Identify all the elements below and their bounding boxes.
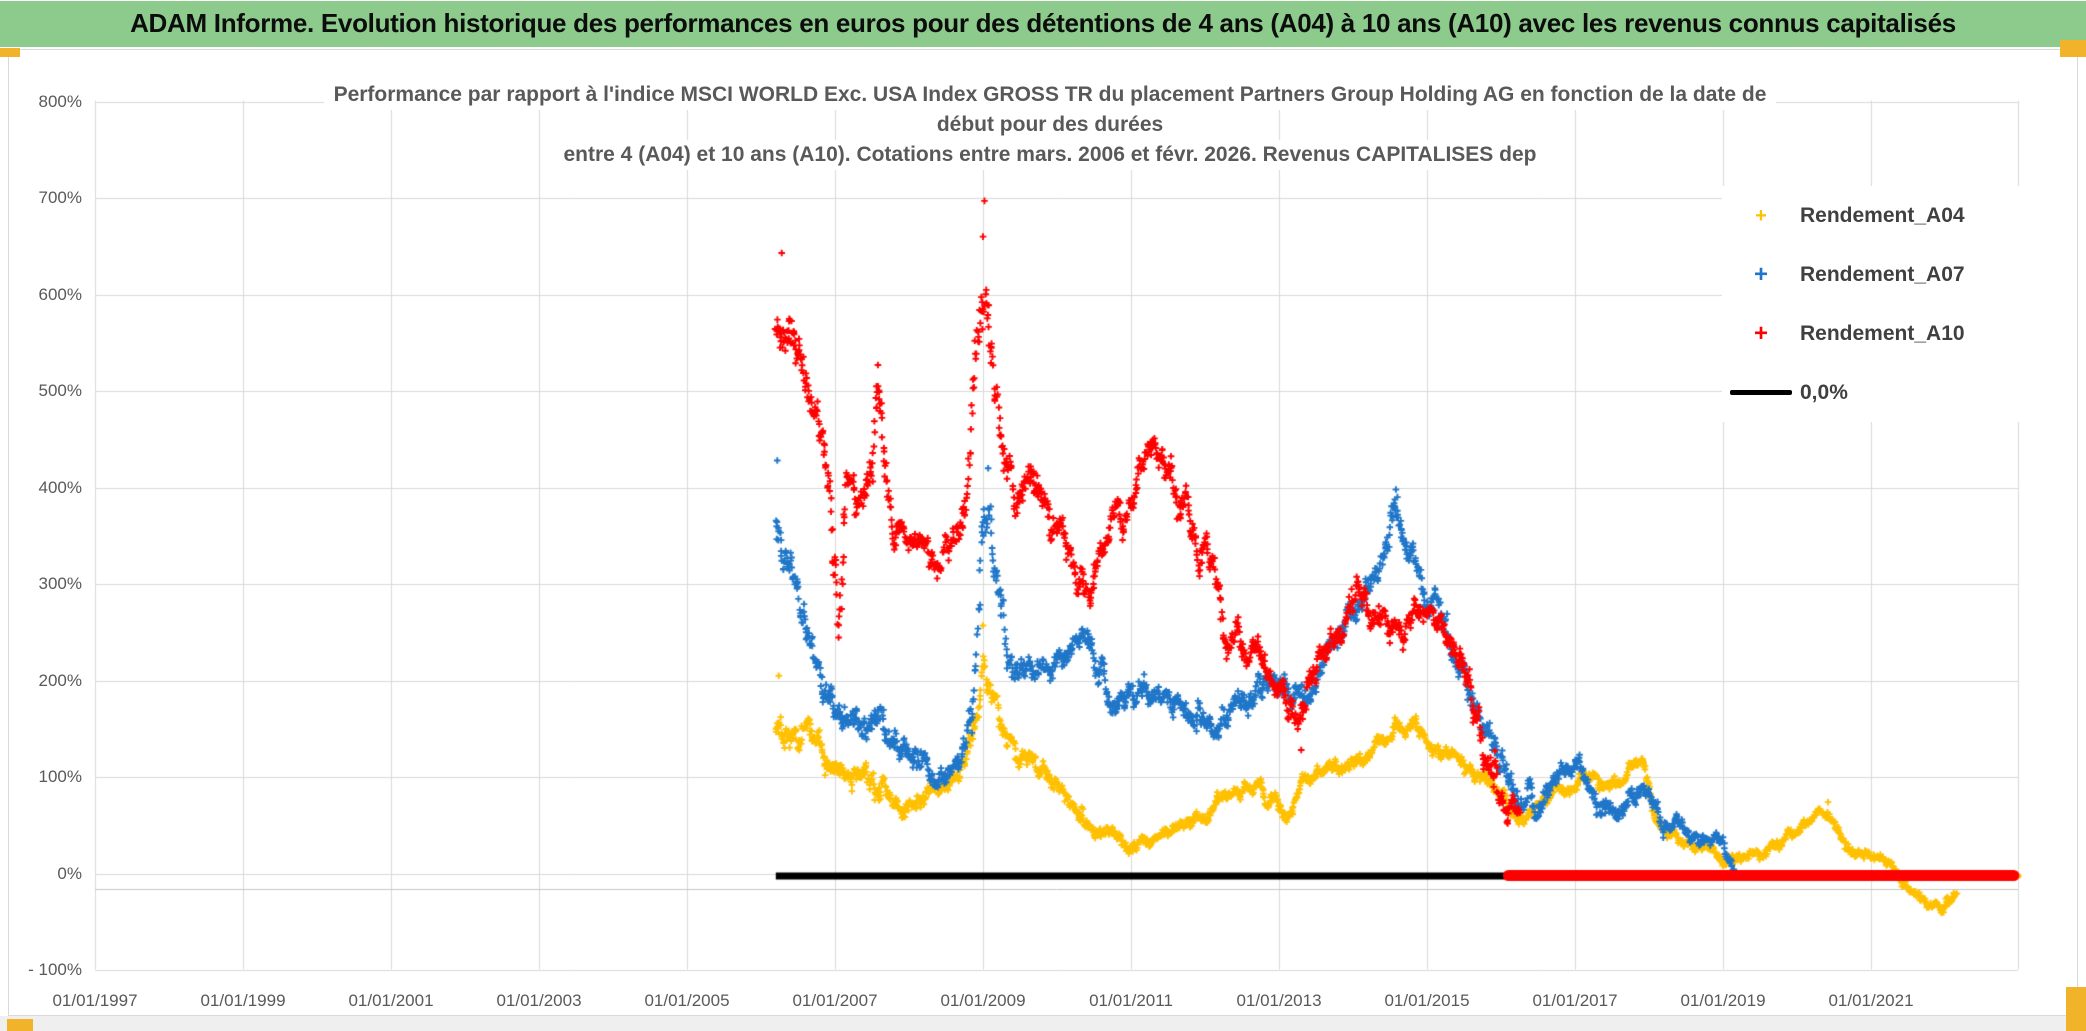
y-tick-label: 500%: [38, 381, 82, 400]
x-tick-label: 01/01/1999: [200, 991, 286, 1010]
x-tick-label: 01/01/2005: [644, 991, 730, 1010]
legend-label: Rendement_A04: [1800, 203, 1965, 227]
chart-title-line-3: entre 4 (A04) et 10 ans (A10). Cotations…: [553, 140, 1547, 170]
x-tick-label: 01/01/2001: [348, 991, 434, 1010]
chart-title-line-2: début pour des durées: [926, 110, 1174, 140]
bottom-strip: [0, 1016, 2086, 1031]
y-tick-label: 300%: [38, 574, 82, 593]
accent-bottom-left: [7, 1019, 33, 1031]
x-tick-label: 01/01/2019: [1680, 991, 1766, 1010]
chart-title: Performance par rapport à l'indice MSCI …: [250, 80, 1850, 170]
y-tick-label: - 100%: [28, 960, 82, 979]
accent-top-right: [2060, 40, 2086, 57]
plus-marker-icon-a07: +: [1753, 260, 1768, 288]
x-tick-label: 01/01/2009: [940, 991, 1026, 1010]
legend-item-a07: + Rendement_A07: [1722, 245, 2070, 304]
y-tick-label: 100%: [38, 767, 82, 786]
y-tick-label: 600%: [38, 284, 82, 304]
legend-item-a10: + Rendement_A10: [1722, 304, 2070, 363]
y-tick-label: 0%: [57, 863, 82, 883]
y-tick-label: 200%: [38, 670, 82, 690]
y-tick-label: 400%: [38, 477, 82, 497]
x-tick-label: 01/01/2021: [1828, 991, 1914, 1010]
x-tick-label: 01/01/2013: [1236, 991, 1322, 1010]
legend: + Rendement_A04 + Rendement_A07 + Rendem…: [1722, 186, 2070, 422]
plus-marker-icon-a10: +: [1753, 319, 1768, 347]
x-tick-label: 01/01/2007: [792, 991, 878, 1010]
x-tick-label: 01/01/1997: [52, 991, 138, 1010]
legend-label: Rendement_A10: [1800, 321, 1965, 345]
legend-item-a04: + Rendement_A04: [1722, 186, 2070, 245]
legend-label: Rendement_A07: [1800, 262, 1965, 286]
x-tick-label: 01/01/2017: [1532, 991, 1618, 1010]
plus-marker-icon-a04: +: [1755, 204, 1767, 227]
x-tick-label: 01/01/2011: [1089, 991, 1173, 1010]
accent-left: [0, 48, 20, 57]
accent-bottom-right: [2066, 987, 2086, 1031]
y-tick-label: 800%: [38, 91, 82, 111]
y-tick-label: 700%: [38, 188, 82, 207]
x-tick-label: 01/01/2003: [496, 991, 582, 1010]
x-tick-label: 01/01/2015: [1384, 991, 1470, 1010]
chart-title-line-1: Performance par rapport à l'indice MSCI …: [323, 80, 1777, 110]
zero-line-icon: [1722, 390, 1800, 395]
legend-label: 0,0%: [1800, 380, 1848, 404]
legend-item-zero: 0,0%: [1722, 363, 2070, 422]
